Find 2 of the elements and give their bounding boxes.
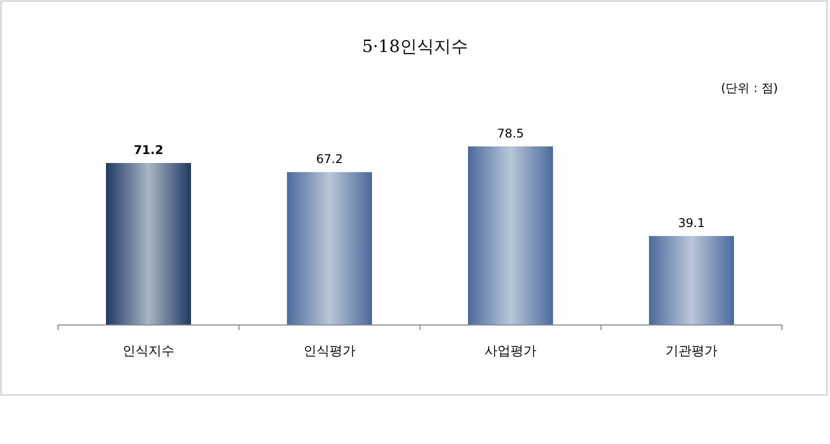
title: 5·18인식지수 bbox=[362, 37, 468, 57]
annotation: (단위 : 점) bbox=[720, 81, 778, 95]
